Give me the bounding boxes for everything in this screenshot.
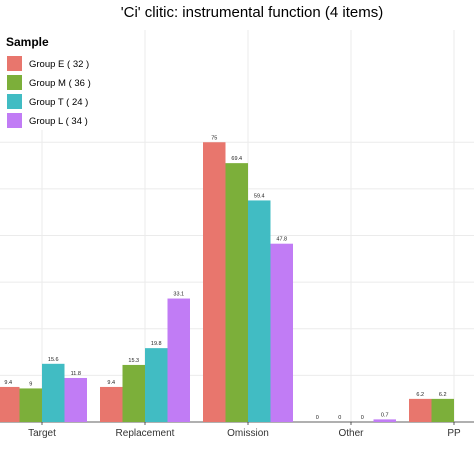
- bar: [19, 388, 42, 422]
- x-tick-label: Omission: [227, 428, 269, 439]
- data-label: 33.1: [173, 292, 184, 298]
- data-label: 15.3: [128, 358, 139, 364]
- data-label: 6.2: [416, 392, 424, 398]
- legend-title: Sample: [6, 35, 49, 49]
- bar: [225, 163, 248, 422]
- data-label: 9: [29, 381, 32, 387]
- bar: [248, 200, 271, 422]
- data-label: 0.7: [381, 412, 389, 418]
- legend-key: [7, 75, 22, 90]
- bar: [145, 348, 168, 422]
- data-label: 11.8: [71, 371, 81, 377]
- data-label: 47.8: [276, 237, 287, 243]
- data-label: 9.4: [107, 380, 115, 386]
- bar: [431, 398, 454, 422]
- bar: [270, 243, 293, 422]
- bar: [42, 363, 65, 422]
- bar: [122, 364, 145, 422]
- bar: [0, 386, 20, 422]
- data-label: 69.4: [231, 156, 242, 162]
- legend-label: Group L ( 34 ): [29, 116, 88, 127]
- bar: [203, 142, 226, 422]
- bar: [100, 386, 123, 422]
- legend-key: [7, 56, 22, 71]
- chart-title: 'Ci' clitic: instrumental function (4 it…: [121, 4, 383, 21]
- data-label: 0: [361, 415, 364, 421]
- data-label: 19.8: [151, 341, 162, 347]
- data-label: 59.4: [254, 193, 265, 199]
- data-label: 6.2: [439, 392, 447, 398]
- legend-label: Group T ( 24 ): [29, 97, 88, 108]
- bar: [373, 419, 396, 422]
- x-tick-label: Other: [338, 428, 364, 439]
- data-label: 0: [338, 415, 341, 421]
- data-label: 15.6: [48, 357, 59, 363]
- legend-key: [7, 113, 22, 128]
- legend-key: [7, 94, 22, 109]
- x-tick-label: PP: [447, 428, 461, 439]
- plot-area: 9.4 9 15.6 11.8 9.4 15.3 19.8 33.1 75 69.4 59.4 47.…: [0, 30, 474, 439]
- x-tick-label: Target: [28, 428, 56, 439]
- bar: [409, 398, 432, 422]
- data-label: 0: [316, 415, 319, 421]
- data-label: 9.4: [4, 380, 12, 386]
- data-label: 75: [211, 135, 217, 141]
- legend-label: Group E ( 32 ): [29, 59, 89, 70]
- bar: [167, 298, 190, 422]
- x-tick-label: Replacement: [116, 428, 175, 439]
- legend: Sample Group E ( 32 ) Group M ( 36 ) Group…: [0, 30, 122, 130]
- bar: [64, 377, 87, 422]
- legend-label: Group M ( 36 ): [29, 78, 91, 89]
